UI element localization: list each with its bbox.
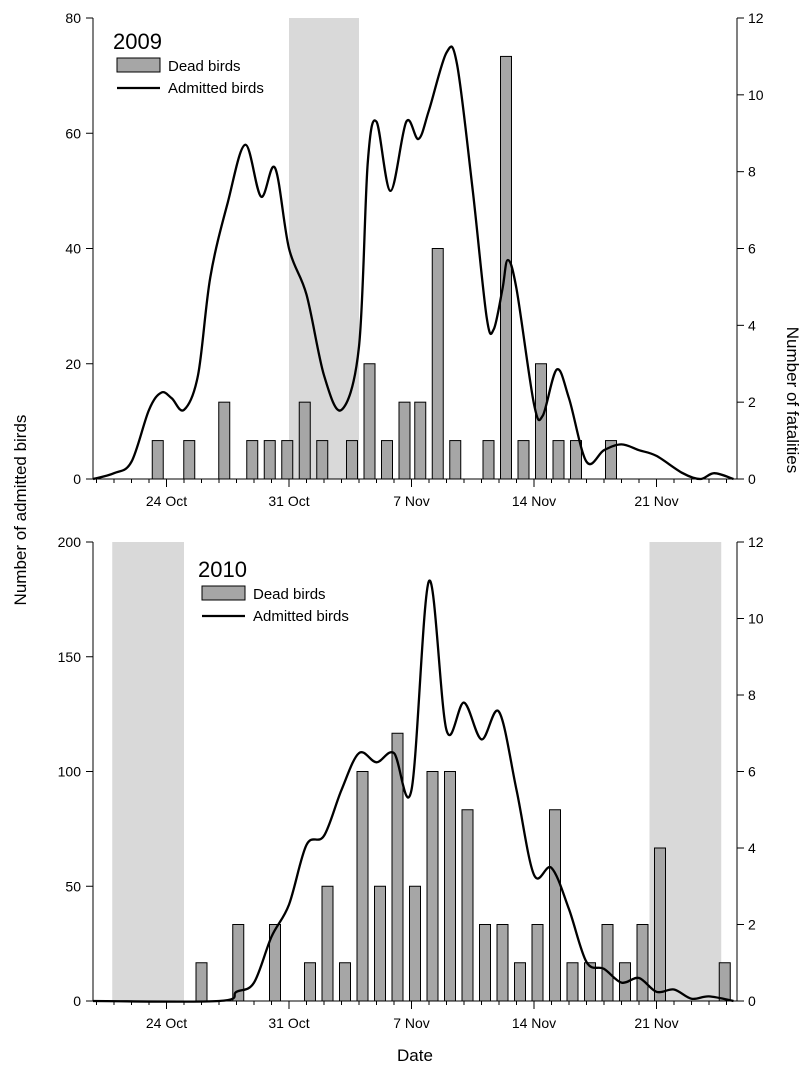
dead-birds-bar-19 — [552, 440, 565, 480]
dead-birds-bar-9 — [363, 363, 376, 480]
x-tick-label: 31 Oct — [268, 493, 309, 509]
right-y-tick-label: 6 — [748, 241, 756, 257]
right-y-tick-label: 0 — [748, 993, 756, 1009]
dead-birds-bar-4 — [321, 885, 334, 1002]
right-y-tick-label: 2 — [748, 917, 756, 933]
dead-birds-bar-7 — [316, 440, 329, 480]
left-y-tick-label: 20 — [65, 356, 81, 372]
year-label: 2010 — [198, 557, 247, 582]
dead-birds-bar-5 — [281, 440, 294, 480]
left-y-tick-label: 150 — [58, 649, 82, 665]
dead-birds-bar-10 — [381, 440, 393, 480]
left-y-tick-label: 60 — [65, 125, 81, 141]
left-y-tick-label: 0 — [73, 471, 81, 487]
legend-bar-swatch — [201, 585, 246, 601]
legend-bar-swatch — [116, 57, 161, 73]
x-tick-label: 7 Nov — [393, 493, 430, 509]
dead-birds-bar-0 — [151, 440, 164, 480]
x-tick-label: 24 Oct — [146, 1015, 187, 1031]
dead-birds-bar-15 — [514, 962, 526, 1002]
right-y-tick-label: 6 — [748, 764, 756, 780]
x-tick-label: 21 Nov — [634, 1015, 678, 1031]
right-y-tick-label: 8 — [748, 687, 756, 703]
x-axis-title: Date — [397, 1046, 433, 1065]
right-y-tick-label: 12 — [748, 534, 764, 550]
dead-birds-bar-10 — [426, 771, 439, 1002]
dead-birds-bar-0 — [195, 962, 208, 1002]
dead-birds-bar-9 — [409, 885, 421, 1002]
dead-birds-bar-17 — [517, 440, 530, 480]
panel-2009: 0 20 40 60 80 0 2 4 6 8 10 12 24 Oct 31 Oct 7 Nov 14 No… — [65, 10, 763, 509]
dead-birds-bar-14 — [496, 924, 509, 1002]
dead-birds-bar-13 — [479, 924, 491, 1002]
dead-birds-bar-23 — [654, 847, 666, 1002]
left-y-tick-label: 0 — [73, 993, 81, 1009]
x-tick-label: 24 Oct — [146, 493, 187, 509]
admitted-birds-line — [92, 45, 734, 481]
x-tick-label: 31 Oct — [268, 1015, 309, 1031]
dead-birds-bar-3 — [246, 440, 259, 480]
dead-birds-bar-5 — [339, 962, 351, 1002]
dead-birds-bar-12 — [414, 401, 427, 480]
x-tick-label: 21 Nov — [634, 493, 678, 509]
dead-birds-bar-7 — [374, 885, 386, 1002]
right-y-tick-label: 8 — [748, 164, 756, 180]
x-tick-label: 14 Nov — [512, 493, 556, 509]
legend-line-label: Admitted birds — [253, 608, 349, 625]
admitted-birds-line — [92, 579, 734, 1003]
left-y-tick-label: 100 — [58, 764, 82, 780]
dead-birds-bar-18 — [566, 962, 579, 1002]
dead-birds-bar-24 — [718, 962, 731, 1002]
x-tick-label: 14 Nov — [512, 1015, 556, 1031]
legend-line-label: Admitted birds — [168, 80, 264, 97]
panel-2010: 0 50 100 150 200 0 2 4 6 8 10 12 24 Oct 31 Oct 7 Nov 14… — [58, 534, 764, 1031]
right-y-tick-label: 2 — [748, 394, 756, 410]
right-y-tick-label: 12 — [748, 10, 764, 26]
left-axis-title: Number of admitted birds — [11, 415, 30, 606]
dead-birds-bar-11 — [444, 771, 456, 1002]
dead-birds-bar-6 — [356, 771, 369, 1002]
dead-birds-bar-15 — [482, 440, 495, 480]
legend-bars-label: Dead birds — [168, 58, 241, 75]
dead-birds-bar-20 — [601, 924, 614, 1002]
right-y-tick-label: 4 — [748, 840, 756, 856]
dead-birds-bar-18 — [535, 363, 547, 480]
left-y-tick-label: 200 — [58, 534, 82, 550]
right-y-tick-label: 4 — [748, 317, 756, 333]
left-y-tick-label: 50 — [65, 878, 81, 894]
dead-birds-bar-17 — [549, 809, 561, 1002]
right-axis-title: Number of fatalities — [783, 327, 802, 473]
x-tick-label: 7 Nov — [393, 1015, 430, 1031]
left-y-tick-label: 80 — [65, 10, 81, 26]
dead-birds-bar-13 — [431, 248, 444, 480]
legend-bars-label: Dead birds — [253, 586, 326, 603]
dead-birds-bar-4 — [263, 440, 276, 480]
year-label: 2009 — [113, 29, 162, 54]
dead-birds-bar-22 — [636, 924, 649, 1002]
dead-birds-bar-16 — [531, 924, 544, 1002]
right-y-tick-label: 10 — [748, 87, 764, 103]
left-y-tick-label: 40 — [65, 241, 81, 257]
dead-birds-bar-14 — [449, 440, 462, 480]
shaded-period — [112, 542, 184, 1001]
dead-birds-bar-3 — [304, 962, 316, 1002]
dead-birds-bar-2 — [218, 401, 231, 480]
right-y-tick-label: 10 — [748, 611, 764, 627]
dead-birds-bar-11 — [398, 401, 411, 480]
dead-birds-bar-6 — [298, 401, 311, 480]
dead-birds-bar-1 — [183, 440, 196, 480]
dead-birds-bar-8 — [346, 440, 358, 480]
right-y-tick-label: 0 — [748, 471, 756, 487]
dead-birds-bar-12 — [461, 809, 474, 1002]
